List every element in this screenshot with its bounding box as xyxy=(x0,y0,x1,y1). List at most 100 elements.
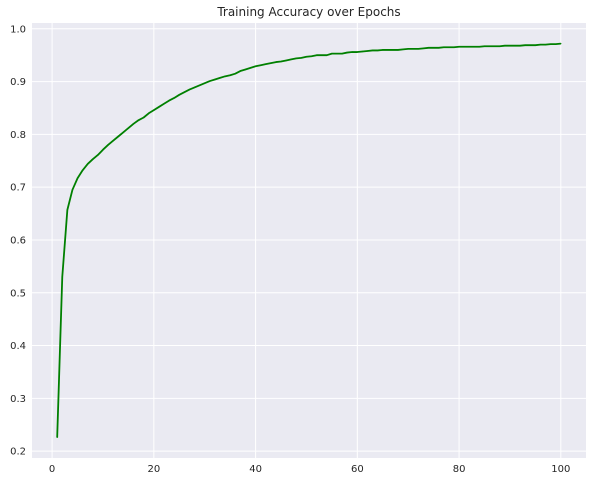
data-point xyxy=(407,48,409,50)
data-point xyxy=(92,158,94,160)
y-tick-label: 0.7 xyxy=(10,183,26,194)
grid-lines xyxy=(32,23,586,458)
data-point xyxy=(560,42,562,45)
data-point xyxy=(260,64,262,66)
data-point xyxy=(539,44,542,46)
data-point xyxy=(153,109,155,111)
data-point xyxy=(143,116,145,119)
data-point xyxy=(316,54,318,56)
y-tick-label: 0.6 xyxy=(10,235,26,246)
data-point xyxy=(122,131,124,133)
data-point xyxy=(219,77,221,79)
plot-background xyxy=(32,23,586,458)
data-point xyxy=(433,47,435,49)
data-point xyxy=(275,61,277,63)
data-point xyxy=(127,127,130,129)
data-point xyxy=(377,49,379,52)
data-point xyxy=(392,49,394,51)
data-point xyxy=(402,48,404,50)
data-point xyxy=(468,46,470,48)
y-tick-label: 0.8 xyxy=(10,130,26,141)
data-point xyxy=(382,49,384,51)
data-point xyxy=(504,45,506,47)
data-point xyxy=(204,82,206,84)
data-point xyxy=(117,135,119,138)
data-point xyxy=(529,44,531,46)
data-point xyxy=(300,57,302,59)
data-point xyxy=(244,68,247,71)
x-tick-label: 0 xyxy=(49,464,55,475)
data-point xyxy=(168,100,170,102)
data-point xyxy=(137,119,140,121)
data-point xyxy=(341,53,343,55)
data-point xyxy=(371,49,374,52)
data-point xyxy=(458,46,460,48)
data-point xyxy=(76,177,79,179)
data-point xyxy=(199,84,201,86)
y-tick-label: 0.4 xyxy=(10,341,26,352)
data-point xyxy=(499,45,501,47)
data-point xyxy=(148,112,150,114)
data-point xyxy=(478,46,481,48)
data-point xyxy=(188,88,191,91)
data-point xyxy=(351,51,353,53)
data-point xyxy=(193,86,196,89)
data-point xyxy=(397,49,399,51)
data-point xyxy=(550,43,552,45)
data-point xyxy=(336,53,338,55)
x-tick-label: 20 xyxy=(147,464,160,475)
y-tick-label: 0.2 xyxy=(10,447,26,458)
data-point xyxy=(112,140,114,142)
x-tick-label: 80 xyxy=(453,464,466,475)
data-point xyxy=(473,46,475,48)
data-point xyxy=(321,54,323,56)
y-tick-label: 0.9 xyxy=(10,77,26,88)
data-point xyxy=(66,209,68,211)
data-point xyxy=(310,55,313,57)
y-tick-label: 0.3 xyxy=(10,394,26,405)
data-point xyxy=(555,43,557,45)
x-tick-label: 100 xyxy=(551,464,570,475)
data-point xyxy=(102,149,104,151)
y-tick-label: 0.5 xyxy=(10,288,26,299)
data-point xyxy=(254,65,257,67)
data-point xyxy=(305,56,308,58)
data-point xyxy=(387,49,389,51)
data-point xyxy=(229,74,231,76)
data-point xyxy=(249,67,252,69)
data-point xyxy=(509,45,511,47)
x-tick-label: 60 xyxy=(351,464,364,475)
data-point xyxy=(97,154,99,156)
data-point xyxy=(265,63,267,65)
data-point xyxy=(234,73,236,75)
data-point xyxy=(443,46,445,48)
data-point xyxy=(438,47,440,49)
data-point xyxy=(514,45,516,47)
data-point xyxy=(346,51,348,54)
data-point xyxy=(326,54,328,56)
data-point xyxy=(290,58,292,61)
data-point xyxy=(61,276,63,278)
data-point xyxy=(107,144,109,146)
series-line xyxy=(56,42,561,438)
data-point xyxy=(178,94,180,96)
data-point xyxy=(448,46,450,48)
data-point xyxy=(71,189,74,191)
data-point xyxy=(295,57,297,59)
data-point xyxy=(270,62,272,64)
data-point xyxy=(280,60,282,63)
series-layer xyxy=(56,42,562,439)
data-point xyxy=(488,45,491,47)
data-point xyxy=(417,48,419,50)
data-point xyxy=(366,50,369,52)
data-point xyxy=(173,97,175,99)
data-point xyxy=(494,45,496,47)
data-point xyxy=(331,53,333,55)
data-point xyxy=(285,59,287,62)
y-tick-label: 1.0 xyxy=(10,24,26,35)
data-point xyxy=(453,46,455,48)
data-point xyxy=(214,78,216,81)
data-point xyxy=(224,75,226,77)
